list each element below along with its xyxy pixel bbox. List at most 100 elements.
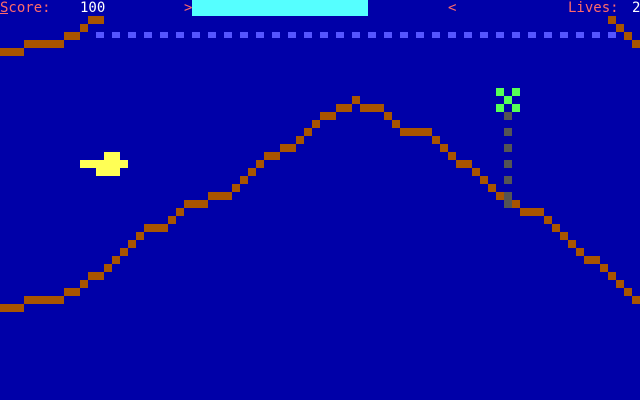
terrain-block: [88, 16, 104, 24]
terrain-block: [616, 280, 624, 288]
ceiling-dot: [304, 32, 312, 38]
ceiling-boundary: [96, 32, 616, 38]
terrain-block: [184, 200, 208, 208]
fuel-right-marker: <: [448, 0, 456, 16]
terrain-block: [520, 208, 544, 216]
beam-segment: [504, 200, 512, 208]
terrain-block: [632, 296, 640, 304]
terrain-block: [400, 128, 432, 136]
ceiling-dot: [512, 32, 520, 38]
beam-segment: [504, 192, 512, 200]
lives-value: 2: [632, 0, 640, 16]
terrain-block: [576, 248, 584, 256]
terrain-block: [0, 48, 24, 56]
terrain-block: [168, 216, 176, 224]
ceiling-dot: [576, 32, 584, 38]
terrain-block: [64, 288, 80, 296]
beam-segment: [504, 160, 512, 168]
terrain-block: [296, 136, 304, 144]
terrain-block: [80, 24, 88, 32]
terrain-block: [352, 96, 360, 104]
terrain-block: [88, 272, 104, 280]
beam-segment: [504, 128, 512, 136]
fuel-left-marker: >: [184, 0, 192, 16]
lives-label: Lives:: [568, 0, 619, 16]
ceiling-dot: [416, 32, 424, 38]
terrain-block: [104, 264, 112, 272]
terrain-block: [600, 264, 608, 272]
ceiling-dot: [432, 32, 440, 38]
ceiling-dot: [368, 32, 376, 38]
terrain-block: [120, 248, 128, 256]
terrain-block: [488, 184, 496, 192]
terrain-block: [384, 112, 392, 120]
score-label-underline: [0, 13, 8, 14]
ceiling-dot: [272, 32, 280, 38]
ceiling-dot: [224, 32, 232, 38]
terrain-block: [456, 160, 472, 168]
terrain-block: [176, 208, 184, 216]
terrain-block: [360, 104, 384, 112]
terrain-block: [280, 144, 296, 152]
ceiling-dot: [320, 32, 328, 38]
checkered-target-icon: [496, 88, 520, 112]
ceiling-dot: [336, 32, 344, 38]
ceiling-dot: [496, 32, 504, 38]
score-value: 100: [80, 0, 105, 16]
beam-segment: [504, 144, 512, 152]
ceiling-dot: [448, 32, 456, 38]
terrain-block: [552, 224, 560, 232]
beam-segment: [504, 176, 512, 184]
terrain-block: [144, 224, 168, 232]
score-label: Score:: [0, 0, 51, 16]
terrain-block: [608, 16, 616, 24]
terrain-block: [392, 120, 400, 128]
ceiling-dot: [176, 32, 184, 38]
terrain-block: [256, 160, 264, 168]
terrain-block: [544, 216, 552, 224]
ceiling-dot: [608, 32, 616, 38]
terrain-block: [0, 304, 24, 312]
terrain-block: [312, 120, 320, 128]
terrain-block: [24, 40, 64, 48]
terrain-block: [632, 40, 640, 48]
terrain-block: [232, 184, 240, 192]
ceiling-dot: [560, 32, 568, 38]
terrain-block: [568, 240, 576, 248]
terrain-block: [24, 296, 64, 304]
terrain-block: [304, 128, 312, 136]
terrain-block: [472, 168, 480, 176]
ceiling-dot: [208, 32, 216, 38]
terrain-block: [320, 112, 336, 120]
ceiling-dot: [480, 32, 488, 38]
ceiling-dot: [128, 32, 136, 38]
terrain-block: [608, 272, 616, 280]
terrain-block: [448, 152, 456, 160]
ceiling-dot: [112, 32, 120, 38]
terrain-block: [112, 256, 120, 264]
terrain-block: [136, 232, 144, 240]
ceiling-dot: [160, 32, 168, 38]
terrain-block: [208, 192, 232, 200]
terrain-block: [440, 144, 448, 152]
ceiling-dot: [288, 32, 296, 38]
terrain-block: [480, 176, 488, 184]
ceiling-dot: [528, 32, 536, 38]
ceiling-dot: [256, 32, 264, 38]
terrain-block: [616, 24, 624, 32]
ceiling-dot: [352, 32, 360, 38]
fuel-bar: [192, 0, 368, 16]
beam-segment: [504, 112, 512, 120]
terrain-block: [336, 104, 352, 112]
ceiling-dot: [240, 32, 248, 38]
terrain-block: [432, 136, 440, 144]
terrain-block: [560, 232, 568, 240]
terrain-block: [128, 240, 136, 248]
terrain-block: [496, 192, 504, 200]
ceiling-dot: [464, 32, 472, 38]
ship-icon: [80, 152, 128, 176]
ceiling-dot: [400, 32, 408, 38]
terrain-block: [80, 280, 88, 288]
